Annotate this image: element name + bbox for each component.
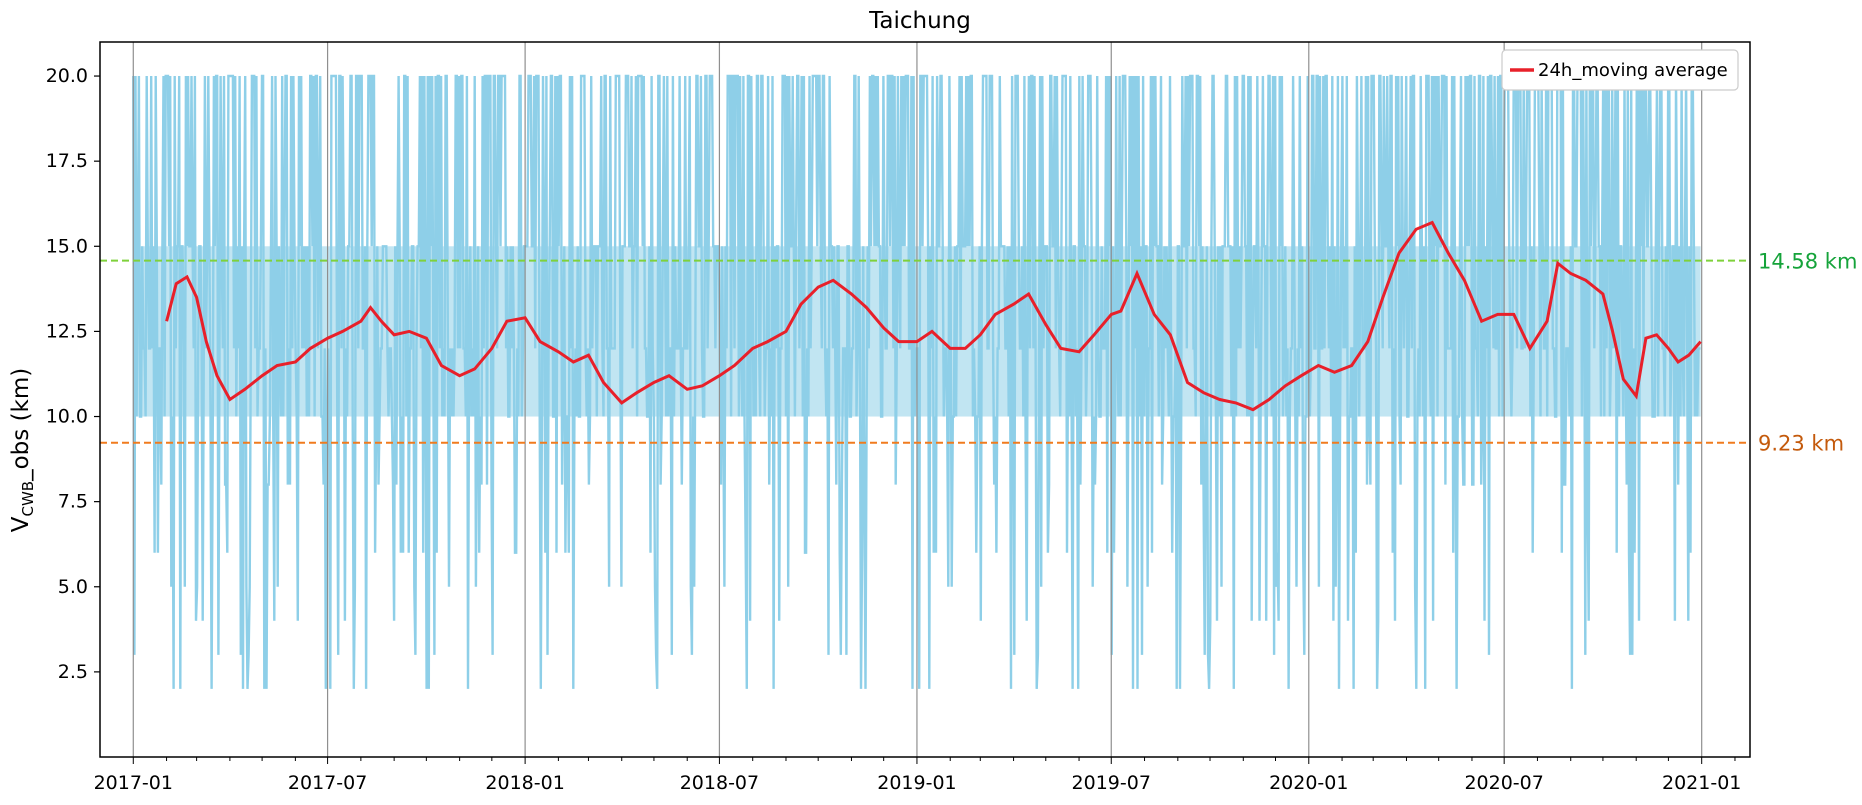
y-tick-label-3: 10.0 [46, 406, 88, 428]
x-tick-label-8: 2021-01 [1662, 772, 1741, 794]
x-tick-label-1: 2017-07 [288, 772, 367, 794]
x-tick-label-0: 2017-01 [94, 772, 173, 794]
y-axis-label-rest: _obs (km) [8, 368, 34, 482]
y-axis-label-main: V [8, 516, 34, 532]
y-tick-label-2: 7.5 [58, 491, 88, 513]
y-tick-label-7: 20.0 [46, 65, 88, 87]
y-tick-label-1: 5.0 [58, 576, 88, 598]
legend-box [1501, 49, 1739, 91]
chart-title: Taichung [868, 8, 971, 34]
x-tick-label-5: 2019-07 [1072, 772, 1151, 794]
y-tick-label-6: 17.5 [46, 150, 88, 172]
x-tick-label-4: 2019-01 [877, 772, 956, 794]
moving-average-line [165, 220, 1702, 412]
reference-line-label-0: 14.58 km [1758, 250, 1857, 274]
x-tick-label-7: 2020-07 [1464, 772, 1543, 794]
x-tick-label-6: 2020-01 [1269, 772, 1348, 794]
y-tick-label-0: 2.5 [58, 661, 88, 683]
y-axis-label: VCWB_obs (km) [8, 368, 37, 532]
legend: 24h_moving average [1501, 49, 1739, 91]
x-tick-label-3: 2018-07 [680, 772, 759, 794]
y-axis-label-sub: CWB [19, 481, 37, 517]
legend-label: 24h_moving average [1538, 60, 1728, 81]
plot-area: 14.58 km 9.23 km 2.5 5.0 7.5 10.0 12.5 15.0 17.5… [46, 41, 1857, 794]
reference-line-label-1: 9.23 km [1758, 432, 1844, 456]
y-tick-label-4: 12.5 [46, 320, 88, 342]
x-tick-label-2: 2018-01 [485, 772, 564, 794]
y-tick-label-5: 15.0 [46, 235, 88, 257]
axes-frame [99, 41, 1751, 758]
